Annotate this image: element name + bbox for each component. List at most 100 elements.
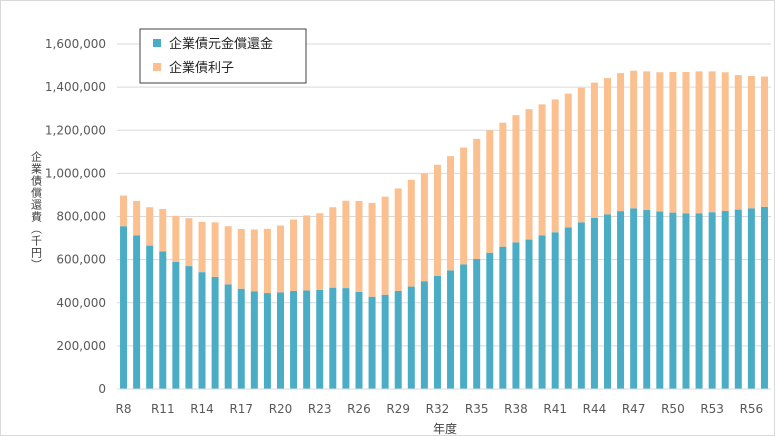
bar-interest-R21 <box>290 219 298 291</box>
bar-interest-R35 <box>473 138 481 259</box>
legend-label-principal: 企業債元金償還金 <box>169 36 273 52</box>
bar-principal-R14 <box>198 272 206 389</box>
legend-label-interest: 企業債利子 <box>169 60 234 76</box>
bar-interest-R33 <box>447 156 455 271</box>
bar-interest-R41 <box>551 99 559 233</box>
bar-principal-R28 <box>381 294 389 389</box>
bar-interest-R15 <box>211 222 219 277</box>
y-tick-label: 1,200,000 <box>45 123 106 137</box>
bar-principal-R11 <box>159 251 167 389</box>
bar-principal-R18 <box>250 291 258 389</box>
bar-principal-R21 <box>290 290 298 389</box>
bar-interest-R29 <box>394 188 402 291</box>
x-tick-label: R26 <box>347 402 371 416</box>
bar-interest-R53 <box>708 71 716 213</box>
bar-interest-R36 <box>486 130 494 253</box>
bar-interest-R37 <box>499 122 507 247</box>
legend: 企業債元金償還金 企業債利子 <box>139 28 307 84</box>
bar-interest-R55 <box>734 75 742 210</box>
bar-principal-R34 <box>460 264 468 389</box>
bar-principal-R20 <box>277 292 284 389</box>
bar-interest-R57 <box>760 76 768 207</box>
bar-principal-R48 <box>643 210 651 389</box>
bar-principal-R49 <box>656 211 664 389</box>
bar-principal-R45 <box>604 214 611 389</box>
bar-interest-R24 <box>329 207 337 288</box>
y-tick-label: 1,400,000 <box>45 80 106 94</box>
legend-box <box>139 28 307 84</box>
y-tick-label: 400,000 <box>56 296 106 310</box>
bar-principal-R25 <box>342 288 350 389</box>
bar-interest-R12 <box>172 215 180 262</box>
x-tick-label: R8 <box>116 402 132 416</box>
y-tick-label: 1,000,000 <box>45 166 106 180</box>
x-tick-label: R11 <box>151 402 175 416</box>
bar-principal-R37 <box>499 246 507 389</box>
bar-principal-R51 <box>682 213 690 389</box>
bar-interest-R8 <box>120 195 128 227</box>
bar-interest-R25 <box>342 200 350 289</box>
legend-swatch-interest <box>153 63 161 71</box>
bar-principal-R19 <box>263 293 271 389</box>
legend-swatch-principal <box>153 39 161 47</box>
bar-interest-R45 <box>604 78 611 215</box>
bar-interest-R40 <box>538 104 546 236</box>
bar-interest-R20 <box>277 225 284 293</box>
bar-principal-R8 <box>120 226 128 389</box>
bar-interest-R13 <box>185 218 193 267</box>
bar-principal-R41 <box>551 232 559 389</box>
bar-interest-R44 <box>590 82 598 219</box>
bar-principal-R35 <box>473 258 481 389</box>
bar-principal-R54 <box>721 210 729 389</box>
y-tick-label: 0 <box>98 382 106 396</box>
bar-principal-R32 <box>433 275 441 389</box>
bar-principal-R27 <box>368 296 376 389</box>
bar-interest-R48 <box>643 71 651 211</box>
bar-principal-R55 <box>734 209 742 389</box>
bar-principal-R26 <box>355 291 363 389</box>
bar-interest-R54 <box>721 72 729 211</box>
bar-principal-R22 <box>303 290 311 389</box>
bar-interest-R30 <box>407 179 415 287</box>
bar-interest-R34 <box>460 147 468 265</box>
x-tick-label: R56 <box>740 402 764 416</box>
bar-principal-R40 <box>538 235 546 389</box>
bar-interest-R38 <box>512 115 520 243</box>
bar-principal-R30 <box>407 286 415 389</box>
y-axis-ticks: 0 200,000 400,000 600,000 800,000 1,000,000 1,… <box>45 37 106 396</box>
bar-principal-R38 <box>512 242 520 389</box>
x-tick-label: R20 <box>269 402 293 416</box>
bar-principal-R42 <box>564 227 572 389</box>
x-tick-label: R14 <box>190 402 214 416</box>
bar-principal-R56 <box>747 208 755 389</box>
x-tick-label: R38 <box>504 402 528 416</box>
y-tick-label: 200,000 <box>56 339 106 353</box>
bar-interest-R17 <box>237 229 245 289</box>
x-tick-label: R44 <box>583 402 607 416</box>
bar-principal-R29 <box>394 290 402 389</box>
bar-interest-R49 <box>656 72 664 212</box>
bar-principal-R17 <box>237 288 245 389</box>
bar-principal-R9 <box>133 235 141 389</box>
y-axis-title: 企業債償還費（千円） <box>30 150 43 271</box>
y-tick-label: 600,000 <box>56 253 106 267</box>
bar-interest-R10 <box>146 207 154 246</box>
bar-principal-R52 <box>695 213 703 389</box>
bar-interest-R14 <box>198 221 206 273</box>
bar-principal-R43 <box>577 222 585 389</box>
x-tick-label: R41 <box>543 402 567 416</box>
x-tick-label: R35 <box>465 402 489 416</box>
x-tick-label: R50 <box>661 402 685 416</box>
bar-interest-R47 <box>630 70 638 209</box>
bar-principal-R10 <box>146 245 154 389</box>
bar-interest-R50 <box>669 72 677 213</box>
y-tick-label: 800,000 <box>56 210 106 224</box>
bar-interest-R51 <box>682 72 690 214</box>
bar-interest-R46 <box>617 73 625 212</box>
bar-interest-R32 <box>433 164 441 276</box>
bar-interest-R9 <box>133 200 141 236</box>
x-tick-label: R47 <box>622 402 646 416</box>
bar-interest-R23 <box>316 213 324 290</box>
bar-principal-R46 <box>617 211 625 389</box>
